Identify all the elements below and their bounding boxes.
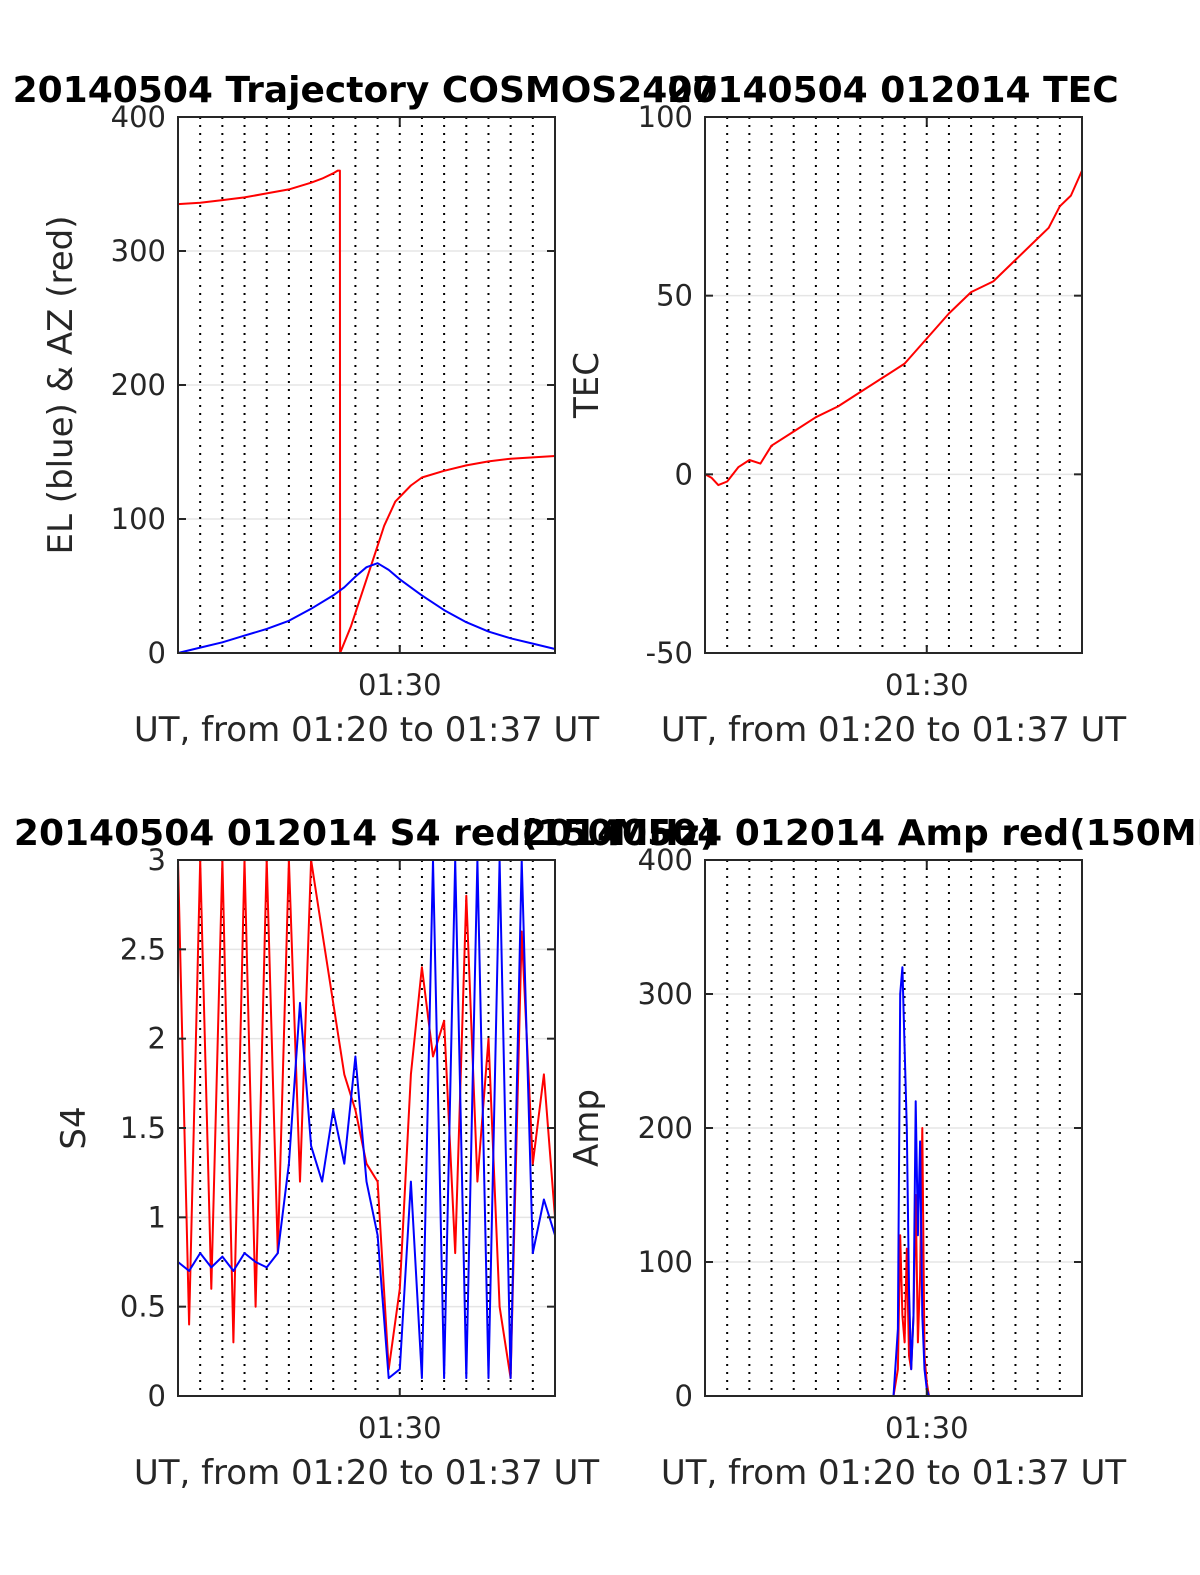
chart-title: 20140504 012014 Amp red(150MHz) bbox=[522, 813, 1200, 854]
y-tick-label: 100 bbox=[638, 100, 693, 134]
y-tick-label: 400 bbox=[638, 843, 693, 877]
series-line-red bbox=[177, 169, 556, 654]
chart-title: 20140504 012014 TEC bbox=[667, 70, 1118, 111]
y-tick-label: 3 bbox=[148, 843, 166, 877]
chart-panel-1: 0 100 200 300 400 01:30 UT, from 01:20 to 01:3… bbox=[13, 70, 718, 750]
y-tick-label: 0 bbox=[675, 1379, 693, 1413]
series-line-red bbox=[177, 859, 556, 1380]
y-tick-label: 2.5 bbox=[120, 932, 166, 966]
axes-frame bbox=[704, 116, 1083, 654]
y-axis-label: S4 bbox=[54, 1106, 94, 1149]
y-tick-label: 0 bbox=[148, 636, 166, 670]
plot-area bbox=[705, 117, 1082, 653]
y-tick-label: 300 bbox=[638, 977, 693, 1011]
y-tick-label: 200 bbox=[111, 368, 166, 402]
chart-panel-2: -50 0 50 100 01:30 UT, from 01:20 to 01:37 UT… bbox=[567, 70, 1126, 750]
chart-title: 20140504 Trajectory COSMOS2407 bbox=[13, 70, 718, 111]
x-tick-label: 01:30 bbox=[358, 1411, 442, 1445]
chart-title: 20140504 012014 S4 red(150MHz) bbox=[14, 813, 716, 854]
y-tick-label: 0 bbox=[148, 1379, 166, 1413]
chart-panel-4: 0 100 200 300 400 01:30 UT, from 01:20 to 01:3… bbox=[522, 813, 1200, 1493]
y-tick-label: 0.5 bbox=[120, 1290, 166, 1324]
y-tick-label: 200 bbox=[638, 1111, 693, 1145]
y-axis-label: Amp bbox=[567, 1089, 607, 1167]
series-line-red bbox=[704, 170, 1083, 487]
series-line-blue bbox=[177, 859, 556, 1380]
chart-panel-3: 0 0.5 1 1.5 2 2.5 3 01:30 UT, from 01:20 to 01:3… bbox=[14, 813, 716, 1493]
y-tick-label: 1.5 bbox=[120, 1111, 166, 1145]
x-axis-label: UT, from 01:20 to 01:37 UT bbox=[661, 1453, 1127, 1493]
x-axis-label: UT, from 01:20 to 01:37 UT bbox=[661, 710, 1127, 750]
y-tick-label: 100 bbox=[111, 502, 166, 536]
y-tick-label: 100 bbox=[638, 1245, 693, 1279]
y-tick-label: 400 bbox=[111, 100, 166, 134]
x-tick-label: 01:30 bbox=[885, 668, 969, 702]
series-line-blue bbox=[177, 562, 556, 654]
y-tick-label: 1 bbox=[148, 1200, 166, 1234]
x-axis-label: UT, from 01:20 to 01:37 UT bbox=[134, 710, 600, 750]
x-axis-label: UT, from 01:20 to 01:37 UT bbox=[134, 1453, 600, 1493]
x-tick-label: 01:30 bbox=[358, 668, 442, 702]
y-tick-label: -50 bbox=[646, 636, 693, 670]
y-axis-label: EL (blue) & AZ (red) bbox=[41, 215, 81, 554]
y-tick-label: 2 bbox=[148, 1022, 166, 1056]
y-tick-label: 0 bbox=[675, 457, 693, 491]
x-tick-label: 01:30 bbox=[885, 1411, 969, 1445]
y-tick-label: 300 bbox=[111, 234, 166, 268]
y-axis-label: TEC bbox=[567, 352, 607, 419]
y-tick-label: 50 bbox=[656, 279, 693, 313]
